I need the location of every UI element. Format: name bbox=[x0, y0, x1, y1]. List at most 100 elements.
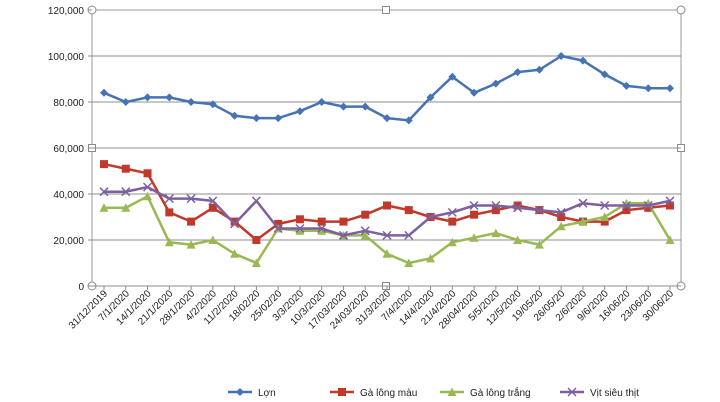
data-point bbox=[470, 210, 479, 219]
data-point bbox=[578, 198, 588, 208]
data-point bbox=[317, 217, 326, 226]
data-point bbox=[600, 70, 609, 79]
data-point bbox=[99, 203, 109, 212]
data-point bbox=[404, 230, 414, 240]
legend-marker bbox=[567, 387, 577, 397]
data-point bbox=[165, 208, 174, 217]
data-point bbox=[382, 249, 392, 258]
y-tick-label: 0 bbox=[78, 282, 84, 293]
data-point bbox=[317, 226, 327, 235]
legend-item: Vịt siêu thịt bbox=[560, 387, 639, 399]
series-4 bbox=[99, 182, 675, 240]
data-point bbox=[556, 221, 566, 231]
data-point bbox=[448, 72, 457, 81]
series-1 bbox=[100, 52, 674, 125]
data-point bbox=[230, 217, 239, 226]
data-point bbox=[186, 240, 196, 249]
data-point bbox=[274, 114, 283, 123]
data-point bbox=[252, 236, 261, 244]
data-point bbox=[317, 223, 327, 234]
data-point bbox=[251, 258, 261, 267]
resize-handle[interactable] bbox=[382, 6, 390, 14]
data-point bbox=[338, 230, 348, 240]
data-point bbox=[121, 187, 131, 197]
data-point bbox=[295, 215, 304, 224]
data-point bbox=[382, 230, 392, 240]
data-point bbox=[230, 111, 239, 120]
data-point bbox=[426, 212, 436, 222]
data-point bbox=[251, 196, 261, 206]
data-point bbox=[230, 249, 240, 258]
data-point bbox=[513, 201, 522, 210]
data-point bbox=[470, 88, 479, 97]
data-point bbox=[208, 235, 218, 244]
series-3 bbox=[99, 191, 675, 267]
data-point bbox=[622, 81, 631, 90]
data-point bbox=[426, 253, 436, 263]
data-point bbox=[186, 194, 196, 204]
data-point bbox=[556, 207, 566, 217]
data-point bbox=[665, 235, 675, 244]
data-point bbox=[643, 200, 653, 211]
data-point bbox=[143, 93, 152, 102]
data-point bbox=[491, 79, 500, 88]
legend-label: Gà lông trắng bbox=[470, 386, 531, 399]
data-point bbox=[557, 52, 566, 60]
data-point bbox=[404, 258, 414, 267]
data-point bbox=[557, 213, 566, 221]
legend-item: Gà lông màu bbox=[330, 388, 417, 399]
data-point bbox=[317, 98, 326, 106]
series-group bbox=[99, 52, 675, 267]
y-tick-label: 80,000 bbox=[53, 98, 84, 109]
data-point bbox=[100, 160, 108, 169]
data-point bbox=[513, 68, 522, 77]
data-point bbox=[469, 200, 479, 211]
data-point bbox=[535, 65, 544, 74]
y-tick-label: 20,000 bbox=[53, 236, 84, 247]
data-point bbox=[383, 114, 391, 123]
data-point bbox=[273, 223, 283, 234]
data-point bbox=[295, 223, 305, 234]
data-point bbox=[121, 164, 130, 173]
legend-label: Gà lông màu bbox=[360, 388, 417, 399]
data-point bbox=[534, 205, 544, 215]
y-tick-label: 40,000 bbox=[53, 190, 84, 201]
data-point bbox=[187, 217, 196, 226]
legend-item: Lợn bbox=[228, 388, 276, 399]
data-point bbox=[666, 84, 674, 93]
series-2 bbox=[100, 160, 674, 244]
data-point bbox=[578, 217, 588, 226]
data-point bbox=[274, 219, 283, 228]
y-tick-label: 120,000 bbox=[48, 6, 85, 17]
data-point bbox=[513, 203, 523, 213]
data-point bbox=[404, 206, 413, 215]
legend-marker bbox=[236, 388, 244, 396]
data-point bbox=[600, 217, 609, 226]
data-point bbox=[208, 203, 217, 212]
data-point bbox=[426, 93, 435, 102]
y-axis-ticks: 0 20,000 40,000 60,000 80,000 100,000 120,000 bbox=[48, 6, 85, 293]
data-point bbox=[295, 226, 305, 235]
data-point bbox=[361, 102, 370, 111]
data-point bbox=[208, 196, 218, 206]
data-point bbox=[447, 237, 457, 247]
legend: Lợn Gà lông màu Gà lông trắng Vịt siêu thịt bbox=[228, 386, 639, 399]
data-point bbox=[383, 201, 391, 210]
data-point bbox=[578, 56, 587, 65]
data-point bbox=[295, 107, 304, 116]
data-point bbox=[447, 207, 457, 217]
data-point bbox=[448, 217, 457, 226]
data-point bbox=[644, 203, 653, 212]
resize-handle[interactable] bbox=[676, 5, 686, 15]
data-point bbox=[469, 233, 479, 242]
legend-item: Gà lông trắng bbox=[440, 386, 531, 399]
data-point bbox=[164, 194, 174, 204]
data-point bbox=[491, 200, 501, 211]
data-point bbox=[121, 98, 130, 106]
data-point bbox=[644, 84, 653, 93]
data-point bbox=[165, 93, 174, 102]
data-point bbox=[100, 88, 108, 97]
data-point bbox=[513, 235, 523, 244]
y-tick-label: 100,000 bbox=[48, 52, 85, 63]
data-point bbox=[143, 169, 152, 178]
